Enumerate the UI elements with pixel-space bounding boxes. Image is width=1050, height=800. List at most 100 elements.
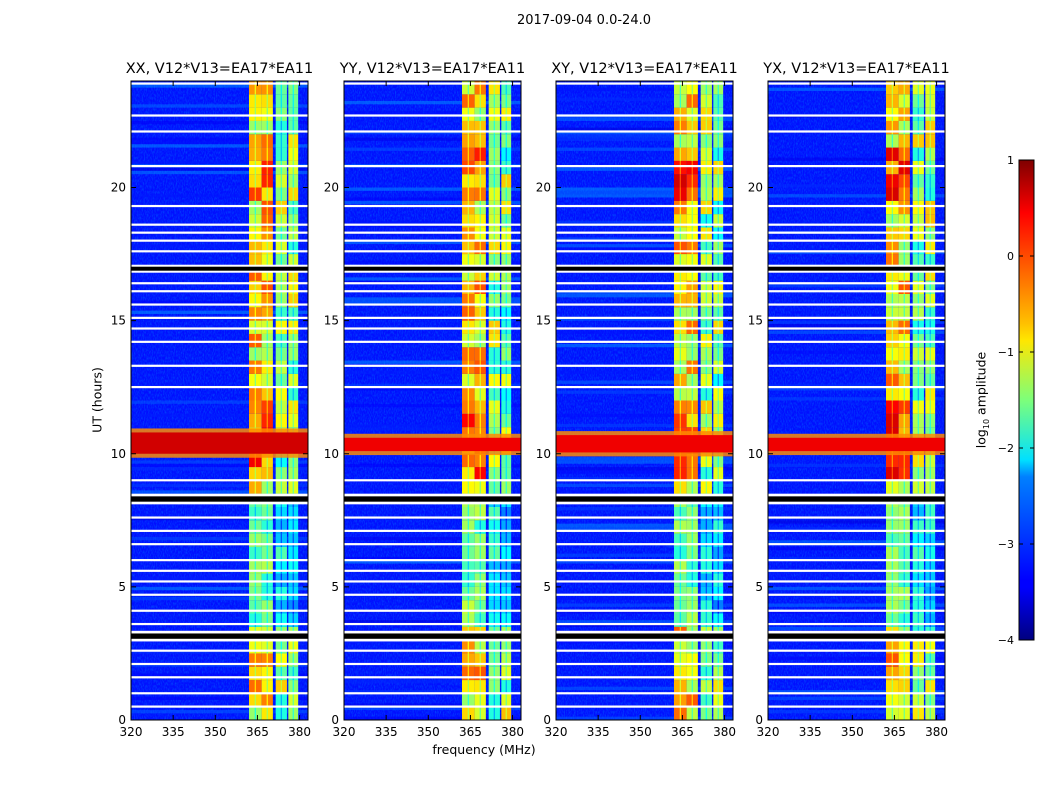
heatmap-row [556, 477, 733, 481]
rfi-cell-edge [505, 81, 507, 95]
rfi-cell-edge [903, 294, 905, 308]
rfi-cell-edge [717, 480, 719, 494]
rfi-cell-edge [467, 294, 469, 308]
rfi-cell-edge [717, 200, 719, 215]
rfi-cell-edge [292, 387, 294, 401]
rfi-cell-edge [467, 81, 469, 95]
rfi-cell-edge [903, 373, 905, 388]
rfi-cell-edge [280, 174, 282, 188]
rfi-cell-edge [717, 533, 719, 547]
rfi-cell-edge [903, 187, 905, 201]
rfi-cell-edge [679, 600, 681, 614]
heatmap-row [768, 526, 945, 531]
rfi-cell-edge [493, 413, 495, 428]
flagged-row [131, 165, 308, 168]
rfi-cell-edge [705, 400, 707, 414]
flagged-row [131, 130, 308, 133]
rfi-cell-edge [254, 560, 256, 574]
rfi-cell-edge [717, 240, 719, 255]
rfi-cell-edge [891, 134, 893, 148]
heatmap-row [768, 350, 945, 354]
rfi-cell-edge [705, 214, 707, 228]
rfi-cell-edge [254, 373, 256, 388]
rfi-cell-edge [292, 666, 294, 681]
rfi-cell-edge [505, 307, 507, 321]
rfi-cell-edge [292, 693, 294, 707]
rfi-cell-edge [467, 267, 469, 281]
rfi-cell-edge [467, 200, 469, 215]
heatmap-row [556, 490, 733, 494]
rfi-cell-edge [479, 333, 481, 348]
rfi-cell-edge [891, 227, 893, 241]
rfi-cell-edge [891, 373, 893, 388]
rfi-cell-edge [254, 666, 256, 681]
rfi-cell-edge [467, 307, 469, 321]
flagged-block-line [344, 633, 521, 639]
heatmap-row [556, 87, 733, 91]
rfi-cell-edge [467, 254, 469, 268]
rfi-cell-edge [292, 81, 294, 95]
rfi-cell-edge [705, 347, 707, 361]
rfi-cell-edge [254, 400, 256, 414]
rfi-cell-edge [891, 174, 893, 188]
flagged-block-line [556, 633, 733, 639]
heatmap-row [556, 413, 733, 418]
rfi-cell-edge [479, 120, 481, 135]
flagged-row [768, 364, 945, 367]
rfi-cell-edge [254, 453, 256, 468]
rfi-cell-edge [929, 467, 931, 481]
flagged-row [344, 364, 521, 367]
flagged-row [131, 529, 308, 532]
rfi-cell-edge [280, 400, 282, 414]
flagged-row [768, 223, 945, 226]
rfi-cell-edge [505, 693, 507, 707]
heatmap-row [131, 400, 308, 404]
rfi-cell-edge [679, 333, 681, 348]
rfi-cell-edge [254, 214, 256, 228]
rfi-cell-edge [292, 600, 294, 614]
rfi-cell-edge [266, 560, 268, 574]
rfi-cell-edge [292, 546, 294, 561]
rfi-cell-edge [254, 467, 256, 481]
rfi-cell-edge [292, 360, 294, 374]
strong-rfi-band [768, 437, 945, 452]
rfi-cell-edge [266, 600, 268, 614]
colorbar-tick-label: 1 [1007, 154, 1014, 167]
rfi-cell-edge [679, 640, 681, 654]
heatmap-row [556, 194, 733, 198]
heatmap-row [344, 427, 521, 431]
rfi-cell-edge [691, 107, 693, 121]
rfi-cell-edge [717, 81, 719, 95]
rfi-cell-edge [717, 347, 719, 361]
rfi-cell-edge [266, 134, 268, 148]
heatmap-row [768, 463, 945, 468]
rfi-cell-edge [903, 467, 905, 481]
heatmap-row [344, 680, 521, 684]
rfi-cell-edge [705, 546, 707, 561]
rfi-cell-edge [903, 613, 905, 627]
flagged-row [768, 676, 945, 679]
rfi-cell-edge [493, 333, 495, 348]
rfi-cell-edge [891, 81, 893, 95]
rfi-cell-edge [280, 680, 282, 694]
flagged-row [344, 676, 521, 679]
flagged-row [768, 282, 945, 285]
heatmap-row [131, 696, 308, 701]
rfi-cell-edge [493, 586, 495, 601]
rfi-cell-edge [679, 373, 681, 388]
rfi-cell-edge [280, 94, 282, 108]
rfi-cell-edge [254, 480, 256, 494]
flagged-row [344, 559, 521, 562]
heatmap-row [556, 137, 733, 141]
flagged-row [131, 250, 308, 253]
flagged-row [344, 649, 521, 652]
rfi-cell-edge [505, 147, 507, 161]
rfi-cell-edge [691, 640, 693, 654]
rfi-cell-edge [705, 200, 707, 215]
rfi-cell-edge [717, 147, 719, 161]
rfi-cell-edge [254, 174, 256, 188]
rfi-cell-edge [705, 387, 707, 401]
flagged-row [556, 559, 733, 562]
flagged-row [768, 692, 945, 695]
rfi-cell-edge [280, 640, 282, 654]
